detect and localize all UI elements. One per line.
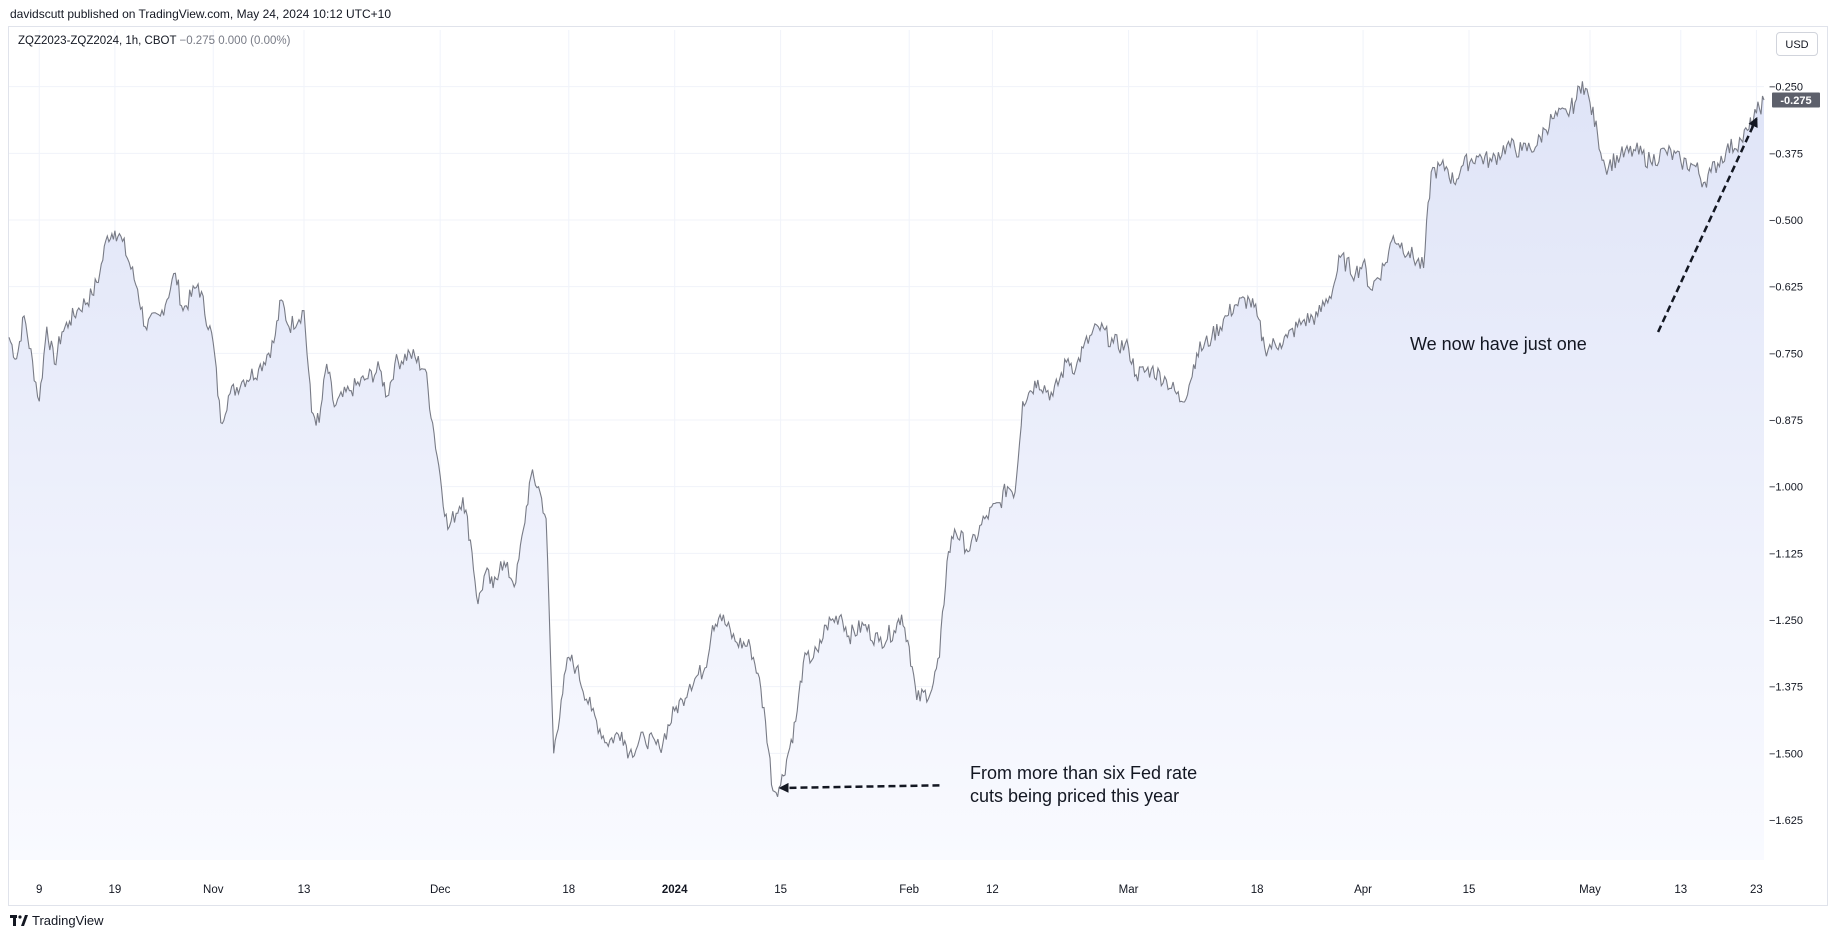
x-tick-label: 13 xyxy=(298,884,311,896)
symbol-legend: ZQZ2023-ZQZ2024, 1h, CBOT −0.275 0.000 (… xyxy=(18,35,290,47)
x-tick-label: 12 xyxy=(986,884,999,896)
x-tick-label: 19 xyxy=(109,884,122,896)
annotation-text: cuts being priced this year xyxy=(970,786,1179,806)
y-tick-label: −1.125 xyxy=(1769,548,1803,560)
x-tick-label: 9 xyxy=(36,884,42,896)
annotation-text: From more than six Fed rate xyxy=(970,763,1197,783)
y-tick-label: −0.750 xyxy=(1769,348,1803,360)
annotation-text: We now have just one xyxy=(1410,334,1587,354)
last-price-badge xyxy=(1772,92,1820,108)
y-tick-label: −0.375 xyxy=(1769,148,1803,160)
symbol-info: ZQZ2023-ZQZ2024, 1h, CBOT xyxy=(18,35,177,47)
series-line xyxy=(8,81,1765,797)
symbol-values: −0.275 0.000 (0.00%) xyxy=(179,35,291,47)
y-tick-label: −1.375 xyxy=(1769,682,1803,694)
x-tick-label: May xyxy=(1579,884,1601,896)
y-tick-label: −0.875 xyxy=(1769,415,1803,427)
x-tick-label: 18 xyxy=(1251,884,1264,896)
y-tick-label: −0.500 xyxy=(1769,215,1803,227)
annotation-arrow xyxy=(778,782,940,793)
x-tick-label: Nov xyxy=(203,884,224,896)
y-tick-label: −1.500 xyxy=(1769,748,1803,760)
x-tick-label: 15 xyxy=(1463,884,1476,896)
y-tick-label: −0.625 xyxy=(1769,282,1803,294)
published-by-line: davidscutt published on TradingView.com,… xyxy=(10,7,392,21)
x-tick-label: 2024 xyxy=(662,884,688,896)
chart-pane xyxy=(8,26,1828,906)
last-price-label: -0.275 xyxy=(1780,95,1811,107)
tradingview-footer[interactable]: TradingView xyxy=(10,913,104,928)
x-tick-label: Apr xyxy=(1354,884,1372,896)
y-tick-label: −1.250 xyxy=(1769,615,1803,627)
x-tick-label: 18 xyxy=(562,884,575,896)
x-tick-label: Mar xyxy=(1119,884,1139,896)
y-tick-label: −1.625 xyxy=(1769,815,1803,827)
x-tick-label: 13 xyxy=(1674,884,1687,896)
annotation-arrow xyxy=(1656,116,1758,333)
currency-button[interactable]: USD xyxy=(1776,32,1818,56)
y-tick-label: −0.250 xyxy=(1769,82,1803,94)
x-tick-label: Feb xyxy=(899,884,919,896)
series-area-fill xyxy=(9,81,1764,861)
x-tick-label: 23 xyxy=(1750,884,1763,896)
y-tick-label: −1.000 xyxy=(1769,482,1803,494)
x-tick-label: Dec xyxy=(430,884,451,896)
footer-brand-label: TradingView xyxy=(32,913,104,928)
x-tick-label: 15 xyxy=(774,884,787,896)
tradingview-logo-icon xyxy=(10,915,28,926)
